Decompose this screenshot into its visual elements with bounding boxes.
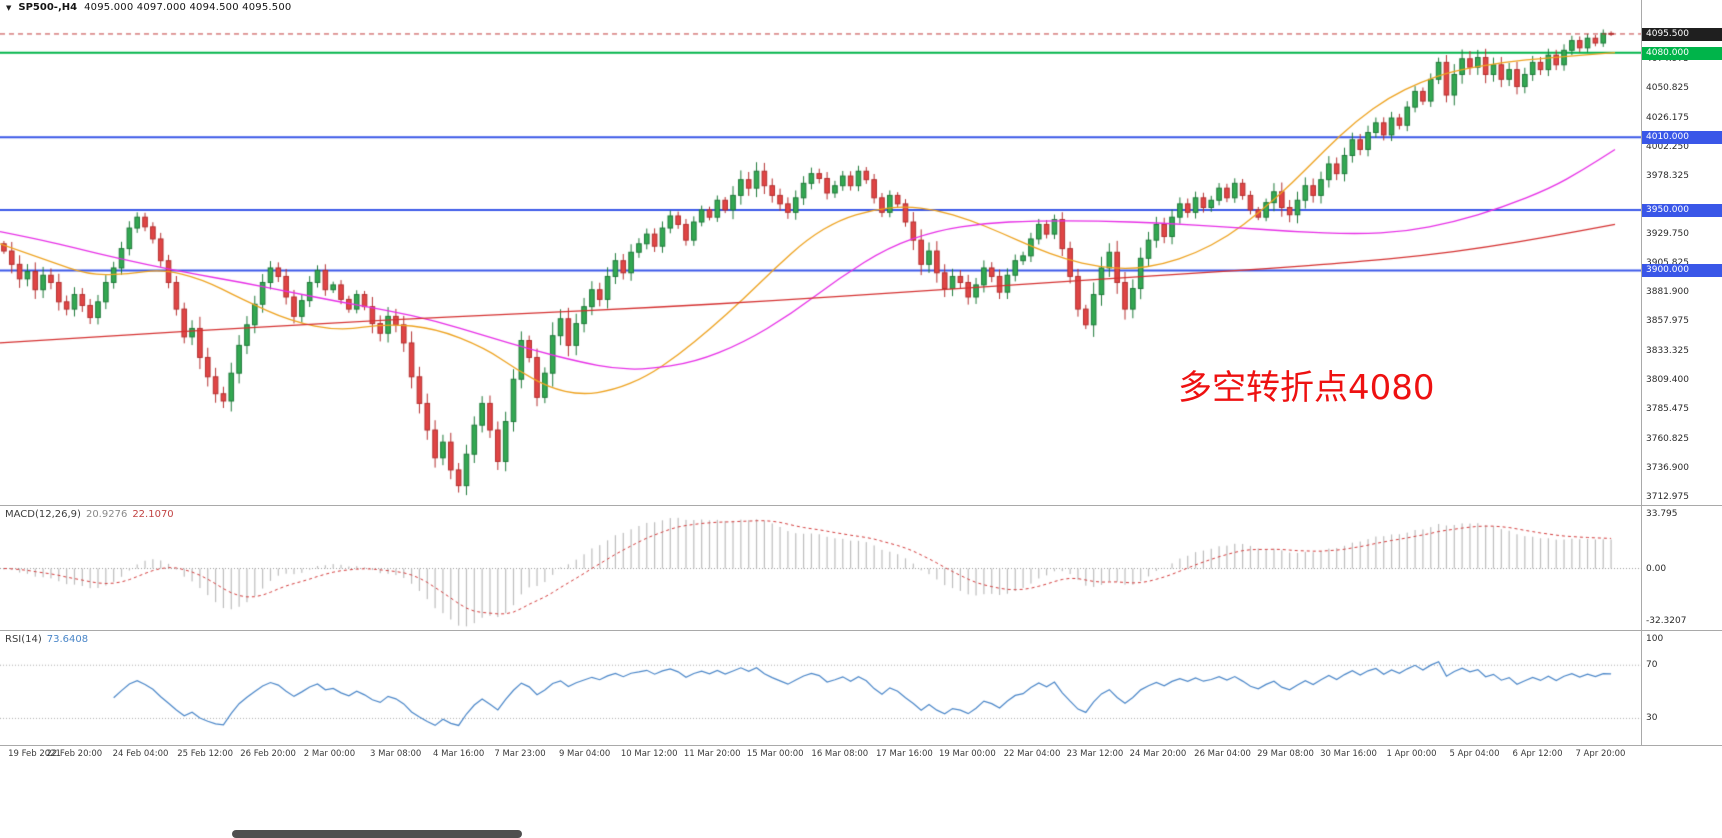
rsi-panel-canvas[interactable] — [0, 632, 1642, 745]
price-axis-separator — [1641, 0, 1642, 745]
time-label: 29 Mar 08:00 — [1257, 749, 1314, 759]
time-label: 22 Mar 04:00 — [1003, 749, 1061, 759]
macd-name: MACD(12,26,9) — [5, 509, 81, 520]
price-axis-label: 3712.975 — [1646, 491, 1689, 502]
price-axis-label: 3760.825 — [1646, 433, 1689, 444]
time-label: 7 Apr 20:00 — [1575, 749, 1626, 759]
time-label: 16 Mar 08:00 — [811, 749, 869, 759]
time-label: 19 Feb 2021 — [8, 749, 61, 759]
price-axis-label: 4002.250 — [1646, 141, 1689, 152]
macd-indicator-label: MACD(12,26,9) 20.9276 22.1070 — [5, 509, 174, 520]
annotation-text: 多空转折点4080 — [1178, 368, 1435, 408]
macd-main-value: 20.9276 — [85, 509, 128, 520]
price-axis-label: 3857.975 — [1646, 316, 1689, 327]
price-axis-label: 4026.175 — [1646, 112, 1689, 123]
time-label: 19 Mar 00:00 — [938, 749, 996, 759]
time-label: 24 Mar 20:00 — [1129, 749, 1187, 759]
time-label: 17 Mar 16:00 — [876, 749, 933, 759]
price-axis-label: 3809.400 — [1646, 374, 1689, 385]
price-tag: 4010.000 — [1642, 131, 1722, 145]
price-axis-label: 3833.325 — [1646, 346, 1689, 357]
macd-panel-canvas[interactable] — [0, 507, 1642, 630]
time-label: 4 Mar 16:00 — [432, 749, 485, 759]
chart-ohlc-values: 4095.000 4097.000 4094.500 4095.500 — [84, 2, 292, 13]
chart-title: SP500-,H4 — [18, 2, 78, 13]
price-tag: 3950.000 — [1642, 203, 1722, 217]
price-tag: 3900.000 — [1642, 264, 1722, 278]
panel-separator[interactable] — [0, 505, 1722, 506]
price-axis-label: 3785.475 — [1646, 403, 1689, 414]
rsi-name: RSI(14) — [5, 634, 42, 645]
chart-header: ▼ SP500-,H4 4095.000 4097.000 4094.500 4… — [6, 1, 291, 14]
h-scrollbar-thumb[interactable] — [232, 830, 522, 838]
rsi-axis-label: 100 — [1646, 634, 1664, 644]
price-axis-label: 4050.825 — [1646, 82, 1689, 93]
time-label: 23 Mar 12:00 — [1066, 749, 1124, 759]
time-label: 11 Mar 20:00 — [683, 749, 741, 759]
price-axis-label: 3905.825 — [1646, 258, 1689, 269]
time-label: 22 Feb 20:00 — [46, 749, 103, 759]
price-axis-label: 3929.750 — [1646, 229, 1689, 240]
rsi-axis-label: 70 — [1646, 660, 1658, 671]
price-tag: 4080.000 — [1642, 46, 1722, 60]
rsi-value: 73.6408 — [46, 634, 89, 645]
rsi-indicator-label: RSI(14) 73.6408 — [5, 634, 88, 645]
time-label: 5 Apr 04:00 — [1449, 749, 1500, 759]
time-label: 26 Mar 04:00 — [1194, 749, 1251, 759]
time-label: 3 Mar 08:00 — [369, 749, 422, 759]
price-tag: 4095.500 — [1642, 27, 1722, 41]
price-axis-label: 3736.900 — [1646, 462, 1689, 473]
time-label: 15 Mar 00:00 — [746, 749, 804, 759]
price-axis-label: 3881.900 — [1646, 287, 1689, 298]
price-axis: 4074.9754050.8254026.1754002.2503978.325… — [1642, 0, 1722, 746]
macd-axis-label: 33.795 — [1646, 509, 1678, 519]
time-axis-separator — [0, 745, 1722, 746]
time-label: 26 Feb 20:00 — [240, 749, 296, 759]
price-axis-label: 3978.325 — [1646, 170, 1689, 181]
time-label: 25 Feb 12:00 — [177, 749, 233, 759]
time-label: 6 Apr 12:00 — [1512, 749, 1563, 759]
time-label: 7 Mar 23:00 — [494, 749, 546, 759]
time-label: 2 Mar 00:00 — [303, 749, 356, 759]
time-label: 1 Apr 00:00 — [1386, 749, 1437, 759]
panel-separator[interactable] — [0, 630, 1722, 631]
time-label: 10 Mar 12:00 — [620, 749, 678, 759]
macd-axis-label: -32.3207 — [1646, 615, 1687, 626]
time-axis: 19 Feb 2021 22 Feb 20:00 24 Feb 04:00 25 Fe… — [0, 747, 1640, 761]
time-label: 9 Mar 04:00 — [558, 749, 611, 759]
price-chart-canvas[interactable] — [0, 14, 1642, 505]
symbol-marker-icon[interactable]: ▼ — [6, 3, 12, 12]
time-label: 24 Feb 04:00 — [112, 749, 169, 759]
rsi-axis-label: 30 — [1646, 713, 1658, 724]
macd-signal-value: 22.1070 — [132, 509, 174, 520]
time-label: 30 Mar 16:00 — [1320, 749, 1377, 759]
macd-axis-label: 0.00 — [1646, 563, 1667, 574]
